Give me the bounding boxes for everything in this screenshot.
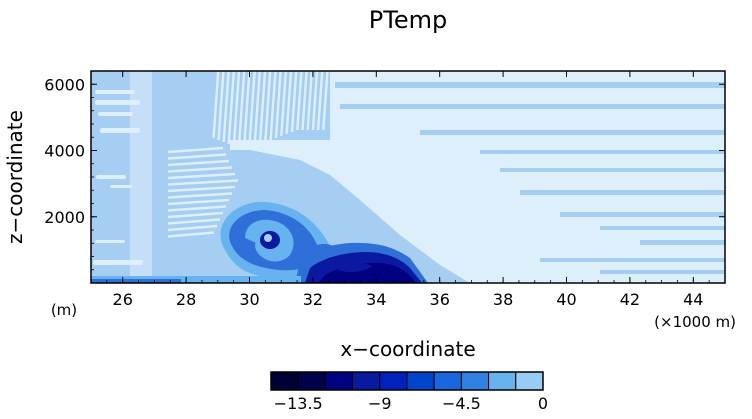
x-axis: 26 28 30 32 34 36 38 40 42 44 [90,71,726,309]
colorbar-bin [515,371,544,391]
horizontal-bands [335,82,725,274]
stripe-17 [301,71,308,130]
stripe-10 [264,71,272,142]
diagonal-hatch [167,146,239,238]
stripe-9 [258,71,267,144]
chart-title: PTemp [369,6,447,34]
surface-layer-dark [91,279,181,283]
band-7 [600,226,725,230]
band-9 [540,258,725,262]
x-tick-label: 40 [556,290,576,309]
x-tick-label: 34 [366,290,386,309]
hatch-1 [167,153,227,160]
band-2 [420,130,725,135]
hatch-3 [167,166,233,173]
x-tick-label: 28 [176,290,196,309]
x-tick-label: 30 [239,290,259,309]
streak-column [130,71,152,283]
band-4 [500,168,725,172]
x-tick-label: 44 [683,290,703,309]
plot-area [91,71,725,283]
colorbar-bin [297,371,326,391]
colorbar: −13.5 −9 −4.5 0 [270,371,548,413]
hatch-9 [167,205,227,212]
band-8 [640,240,725,245]
stripe-11 [269,71,277,140]
stripe-21 [322,71,329,130]
colorbar-tick-label: −9 [368,394,392,413]
hatch-12 [167,224,218,232]
colorbar-bin [406,371,435,391]
stripe-14 [285,71,293,134]
colorbar-bin [352,371,381,391]
stripe-12 [274,71,282,138]
colorbar-bin [433,371,462,391]
colorbar-bin [488,371,517,391]
surface-layer [91,276,301,283]
colorbar-tick-label: 0 [538,394,548,413]
stripe-13 [280,71,288,136]
left-streaks [93,71,152,283]
band-10 [600,270,725,274]
band-5 [520,190,725,195]
x-tick-label: 38 [493,290,513,309]
band-1 [340,104,725,109]
hatch-13 [167,231,215,238]
y-axis: 2000 4000 6000 [44,70,725,284]
stripe-6 [242,71,251,150]
streak-7 [95,240,125,243]
colorbar-frame [270,371,544,391]
stripe-19 [311,71,319,130]
colorbar-bin [324,371,354,391]
streak-0 [95,90,135,94]
y-axis-unit: (m) [51,301,77,319]
colorbar-bin [460,371,490,391]
x-tick-label: 36 [430,290,450,309]
hatch-4 [167,172,236,180]
x-tick-label: 32 [303,290,323,309]
band-3 [480,150,725,154]
colorbar-tick-label: −13.5 [274,394,323,413]
vertical-stripes [212,71,329,150]
hatch-7 [167,192,233,199]
colorbar-bin [270,371,299,391]
colorbar-tick-label: −4.5 [442,394,481,413]
streak-4 [96,175,126,179]
stripe-2 [222,71,230,142]
stripe-18 [306,71,314,130]
stripe-7 [248,71,256,148]
y-axis-label: z−coordinate [3,110,27,244]
cold-pool [295,242,428,283]
x-tick-label: 26 [113,290,133,309]
x-tick-label: 42 [620,290,640,309]
colorbar-bin [379,371,408,391]
y-tick-label: 4000 [44,142,85,161]
stripe-8 [253,71,262,146]
stripe-1 [217,71,225,140]
hatch-10 [167,211,224,219]
hatch-5 [167,179,239,186]
band-6 [560,212,725,217]
stripe-16 [296,71,303,130]
hatch-8 [167,198,230,206]
stripe-15 [290,71,298,132]
streak-5 [110,185,132,188]
stripe-3 [227,71,236,144]
hatch-2 [167,159,230,167]
hatch-6 [167,185,236,193]
stripe-5 [237,71,246,148]
x-axis-label: x−coordinate [340,337,475,361]
y-tick-label: 6000 [44,75,85,94]
hatch-0 [167,146,224,154]
x-axis-unit: (×1000 m) [654,313,736,331]
stripe-4 [232,71,241,146]
hatch-11 [167,218,221,225]
stripe-0 [212,71,220,138]
streak-2 [98,112,133,116]
streak-1 [95,100,140,105]
band-0 [335,82,725,88]
y-tick-label: 2000 [44,208,85,227]
stripe-20 [316,71,324,130]
